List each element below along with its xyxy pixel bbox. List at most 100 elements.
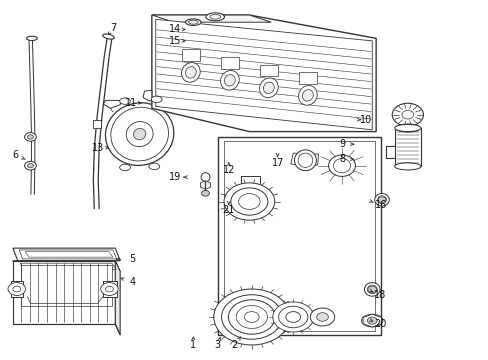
Circle shape [213, 289, 289, 345]
Ellipse shape [395, 124, 419, 132]
Ellipse shape [120, 98, 130, 104]
Text: 16: 16 [374, 200, 386, 210]
Circle shape [391, 103, 423, 126]
Circle shape [278, 306, 307, 328]
Polygon shape [260, 65, 277, 76]
Text: 17: 17 [271, 158, 283, 168]
Circle shape [244, 312, 259, 322]
Polygon shape [221, 57, 238, 69]
Circle shape [401, 111, 413, 119]
Ellipse shape [102, 34, 114, 39]
Circle shape [367, 286, 376, 293]
Polygon shape [103, 100, 122, 108]
Ellipse shape [294, 150, 316, 171]
Ellipse shape [377, 196, 386, 204]
Text: 13: 13 [92, 143, 104, 153]
Polygon shape [362, 314, 381, 327]
Ellipse shape [185, 19, 201, 26]
Ellipse shape [209, 14, 220, 19]
Circle shape [221, 295, 282, 339]
Ellipse shape [394, 125, 420, 132]
Ellipse shape [111, 107, 168, 161]
Circle shape [310, 308, 334, 326]
Circle shape [236, 306, 267, 328]
Text: 15: 15 [169, 36, 181, 46]
Circle shape [238, 194, 260, 210]
Text: 14: 14 [169, 24, 181, 35]
Ellipse shape [149, 163, 159, 170]
Ellipse shape [181, 63, 200, 82]
Polygon shape [143, 90, 152, 101]
Text: 8: 8 [338, 154, 345, 164]
Polygon shape [156, 19, 371, 130]
Circle shape [105, 286, 113, 292]
Polygon shape [299, 72, 316, 84]
Ellipse shape [133, 129, 145, 140]
Circle shape [101, 283, 118, 296]
Ellipse shape [185, 67, 196, 78]
Polygon shape [115, 261, 120, 335]
Circle shape [366, 317, 376, 324]
Ellipse shape [302, 90, 313, 101]
Polygon shape [21, 265, 112, 306]
Polygon shape [152, 15, 271, 22]
Circle shape [13, 286, 20, 292]
Polygon shape [200, 181, 210, 189]
Polygon shape [152, 15, 375, 132]
Polygon shape [224, 141, 374, 330]
Bar [394, 128, 420, 166]
Polygon shape [11, 281, 22, 297]
Polygon shape [20, 263, 116, 270]
Ellipse shape [151, 96, 162, 103]
Circle shape [285, 312, 300, 322]
Text: 19: 19 [169, 172, 181, 182]
Ellipse shape [394, 163, 420, 170]
Circle shape [272, 302, 313, 332]
Polygon shape [217, 137, 380, 335]
Circle shape [8, 283, 25, 296]
Circle shape [230, 188, 267, 215]
Text: 10: 10 [360, 115, 372, 125]
Text: 21: 21 [222, 206, 235, 216]
Ellipse shape [333, 158, 350, 173]
Ellipse shape [26, 36, 37, 41]
Polygon shape [19, 250, 117, 259]
Text: 6: 6 [12, 150, 19, 160]
Circle shape [228, 300, 275, 334]
Circle shape [24, 161, 36, 170]
Polygon shape [290, 153, 318, 166]
Circle shape [316, 313, 328, 321]
Text: 1: 1 [190, 340, 196, 350]
Circle shape [224, 183, 274, 220]
Circle shape [27, 135, 33, 139]
Ellipse shape [205, 13, 224, 21]
Polygon shape [103, 281, 117, 297]
Text: 11: 11 [125, 98, 137, 108]
Ellipse shape [105, 103, 174, 166]
Text: 18: 18 [373, 291, 386, 301]
Ellipse shape [374, 193, 388, 206]
Ellipse shape [328, 155, 355, 176]
Text: 20: 20 [373, 319, 386, 329]
Ellipse shape [298, 86, 317, 105]
Polygon shape [13, 261, 120, 271]
Ellipse shape [201, 173, 209, 181]
Text: 3: 3 [214, 340, 220, 350]
Ellipse shape [298, 153, 312, 167]
Text: 7: 7 [109, 23, 116, 33]
Circle shape [377, 197, 385, 203]
Ellipse shape [188, 20, 198, 24]
Ellipse shape [120, 164, 130, 171]
Polygon shape [13, 248, 120, 261]
Text: 2: 2 [231, 340, 237, 350]
Circle shape [24, 133, 36, 141]
Ellipse shape [220, 71, 239, 90]
Ellipse shape [224, 75, 235, 86]
Polygon shape [13, 261, 115, 324]
Polygon shape [240, 176, 260, 184]
Ellipse shape [259, 78, 278, 98]
Ellipse shape [366, 285, 376, 294]
Bar [93, 120, 101, 128]
Circle shape [27, 163, 33, 168]
Polygon shape [25, 252, 113, 257]
